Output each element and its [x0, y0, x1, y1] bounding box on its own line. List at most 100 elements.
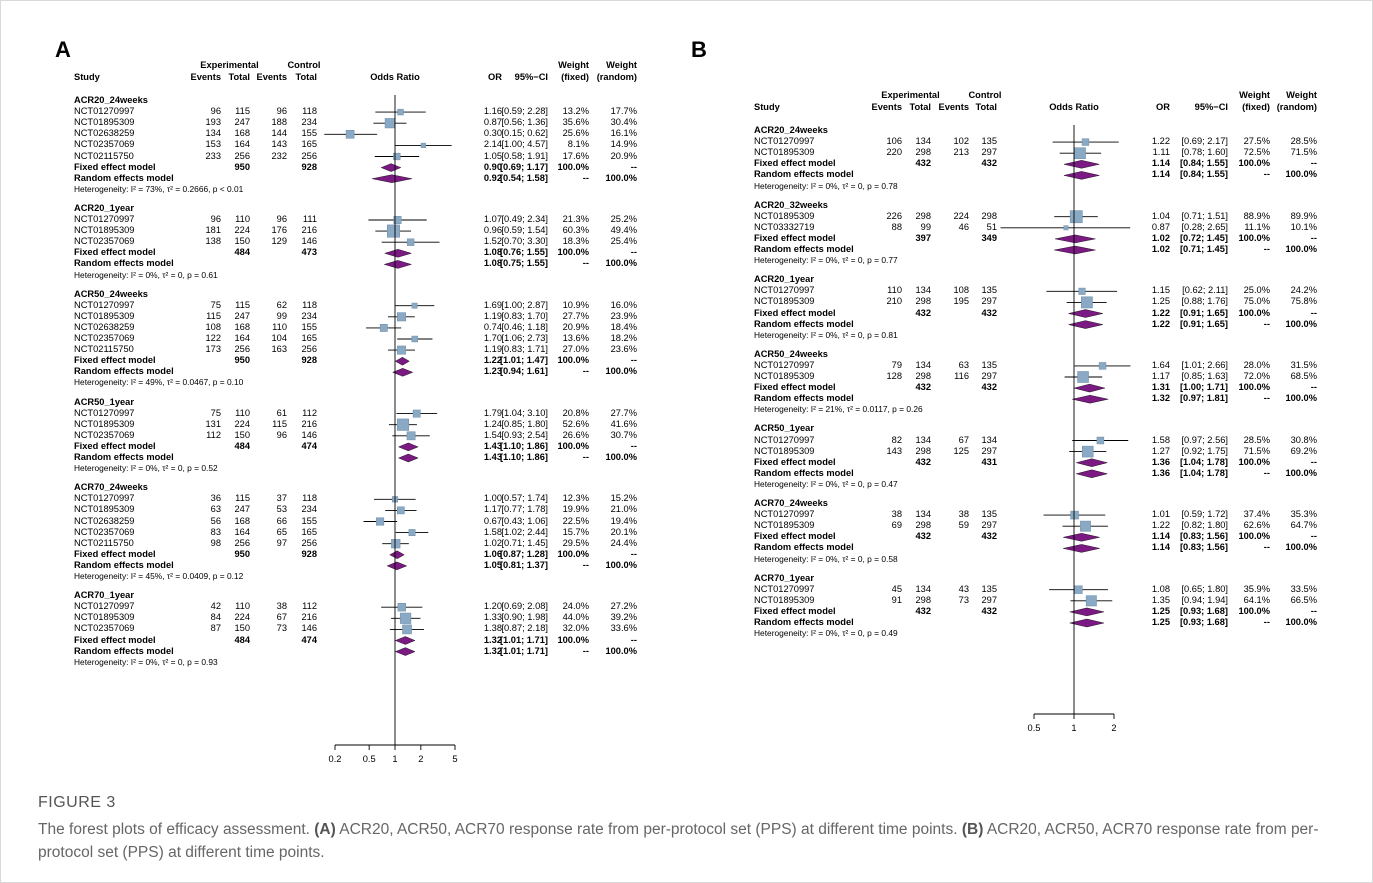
ctrl-total: 297: [981, 594, 997, 605]
header-ci: 95%−CI: [1194, 102, 1228, 112]
random-weight-random: 100.0%: [605, 366, 637, 377]
x-tick-label: 2: [418, 754, 423, 764]
fixed-ctrl-total: 928: [301, 548, 317, 559]
random-weight-fixed: --: [1263, 393, 1270, 404]
confidence-interval: [0.57; 1.74]: [501, 493, 548, 504]
odds-ratio-value: 1.00: [483, 493, 502, 504]
weight-fixed: 75.0%: [1243, 296, 1270, 307]
confidence-interval: [1.00; 2.87]: [501, 299, 548, 310]
fixed-weight-fixed: 100.0%: [1238, 456, 1270, 467]
study-id: NCT02638259: [74, 321, 135, 332]
weight-fixed: 29.5%: [562, 537, 589, 548]
random-or: 1.32: [483, 645, 502, 656]
weight-fixed: 60.3%: [562, 225, 589, 236]
random-weight-fixed: --: [582, 172, 589, 183]
fixed-weight-random: --: [1310, 158, 1317, 169]
figure-label: FIGURE 3: [38, 794, 116, 811]
fixed-effect-label: Fixed effect model: [74, 634, 156, 645]
exp-events: 233: [205, 150, 221, 161]
random-diamond: [1054, 245, 1096, 255]
heterogeneity-stats: Heterogeneity: I² = 45%, τ² = 0.0409, p …: [74, 571, 244, 581]
ctrl-total: 297: [981, 445, 997, 456]
study-id: NCT01895309: [754, 147, 815, 158]
confidence-interval: [0.97; 2.56]: [1181, 434, 1228, 445]
study-id: NCT01895309: [754, 445, 815, 456]
ctrl-events: 53: [276, 504, 287, 515]
random-or: 0.92: [483, 172, 502, 183]
fixed-effect-label: Fixed effect model: [754, 382, 836, 393]
ctrl-events: 37: [276, 493, 287, 504]
header-exp-total: Total: [228, 72, 250, 82]
header-study: Study: [754, 102, 780, 112]
ctrl-events: 125: [953, 445, 969, 456]
exp-total: 224: [234, 418, 250, 429]
weight-random: 30.8%: [1290, 434, 1317, 445]
random-ci: [0.97; 1.81]: [1179, 393, 1228, 404]
fixed-or: 1.08: [483, 247, 502, 258]
fixed-ctrl-total: 432: [981, 307, 997, 318]
study-id: NCT01895309: [754, 594, 815, 605]
random-effect-label: Random effects model: [754, 244, 854, 254]
study-id: NCT02357069: [74, 623, 135, 634]
fixed-ci: [1.04; 1.78]: [1179, 456, 1228, 467]
ctrl-events: 96: [276, 429, 287, 440]
odds-ratio-value: 1.17: [1151, 371, 1170, 381]
fixed-exp-total: 484: [234, 634, 250, 645]
weight-fixed: 88.9%: [1243, 210, 1270, 221]
exp-total: 247: [234, 117, 250, 128]
random-effect-label: Random effects model: [754, 542, 854, 553]
ctrl-total: 112: [302, 601, 317, 612]
odds-ratio-value: 0.74: [483, 321, 502, 332]
exp-total: 150: [234, 236, 250, 247]
study-id: NCT01270997: [74, 106, 135, 117]
ctrl-events: 67: [958, 434, 969, 445]
study-box: [387, 224, 400, 238]
header-experimental: Experimental: [881, 90, 940, 100]
fixed-weight-random: --: [630, 161, 637, 172]
x-tick-label: 1: [392, 754, 397, 764]
caption-text: ACR20, ACR50, ACR70 response rate from p…: [38, 821, 1319, 861]
odds-ratio-value: 1.79: [483, 407, 502, 418]
confidence-interval: [0.58; 1.91]: [501, 150, 548, 161]
fixed-weight-fixed: 100.0%: [1238, 158, 1270, 169]
weight-random: 21.0%: [610, 504, 637, 515]
fixed-effect-label: Fixed effect model: [754, 456, 836, 467]
odds-ratio-value: 0.67: [483, 515, 502, 526]
header-weight-random: Weight: [606, 60, 637, 70]
ctrl-events: 38: [958, 509, 969, 520]
odds-ratio-value: 2.14: [483, 139, 502, 150]
subgroup-title: ACR20_32weeks: [754, 199, 828, 210]
subgroup-title: ACR70_1year: [754, 572, 814, 583]
fixed-ctrl-total: 473: [301, 247, 317, 258]
random-or: 1.14: [1151, 169, 1170, 180]
exp-events: 181: [205, 225, 221, 236]
random-diamond: [1069, 618, 1104, 628]
weight-fixed: 15.7%: [562, 526, 589, 537]
random-or: 1.25: [1151, 617, 1170, 627]
exp-events: 138: [205, 236, 221, 247]
random-or: 1.08: [483, 258, 502, 269]
fixed-diamond: [1075, 458, 1108, 467]
study-box: [396, 418, 410, 431]
exp-total: 298: [915, 210, 931, 221]
header-ctrl-total: Total: [295, 72, 317, 82]
random-weight-fixed: --: [582, 258, 589, 269]
random-weight-fixed: --: [1263, 244, 1270, 254]
confidence-interval: [0.93; 2.54]: [501, 429, 548, 440]
weight-random: 33.5%: [1290, 583, 1317, 594]
random-weight-fixed: --: [1263, 467, 1270, 478]
exp-events: 115: [206, 310, 221, 321]
exp-total: 247: [234, 504, 250, 515]
ctrl-events: 108: [953, 285, 969, 296]
fixed-exp-total: 950: [234, 161, 250, 172]
fixed-effect-label: Fixed effect model: [74, 548, 156, 559]
ctrl-total: 112: [302, 407, 317, 418]
fixed-or: 1.25: [1151, 605, 1170, 616]
exp-total: 168: [234, 515, 250, 526]
study-box: [397, 312, 406, 322]
ctrl-total: 234: [301, 504, 317, 515]
exp-total: 110: [235, 214, 250, 224]
exp-events: 84: [210, 612, 221, 623]
odds-ratio-value: 1.05: [483, 150, 502, 161]
random-diamond: [1068, 320, 1103, 329]
